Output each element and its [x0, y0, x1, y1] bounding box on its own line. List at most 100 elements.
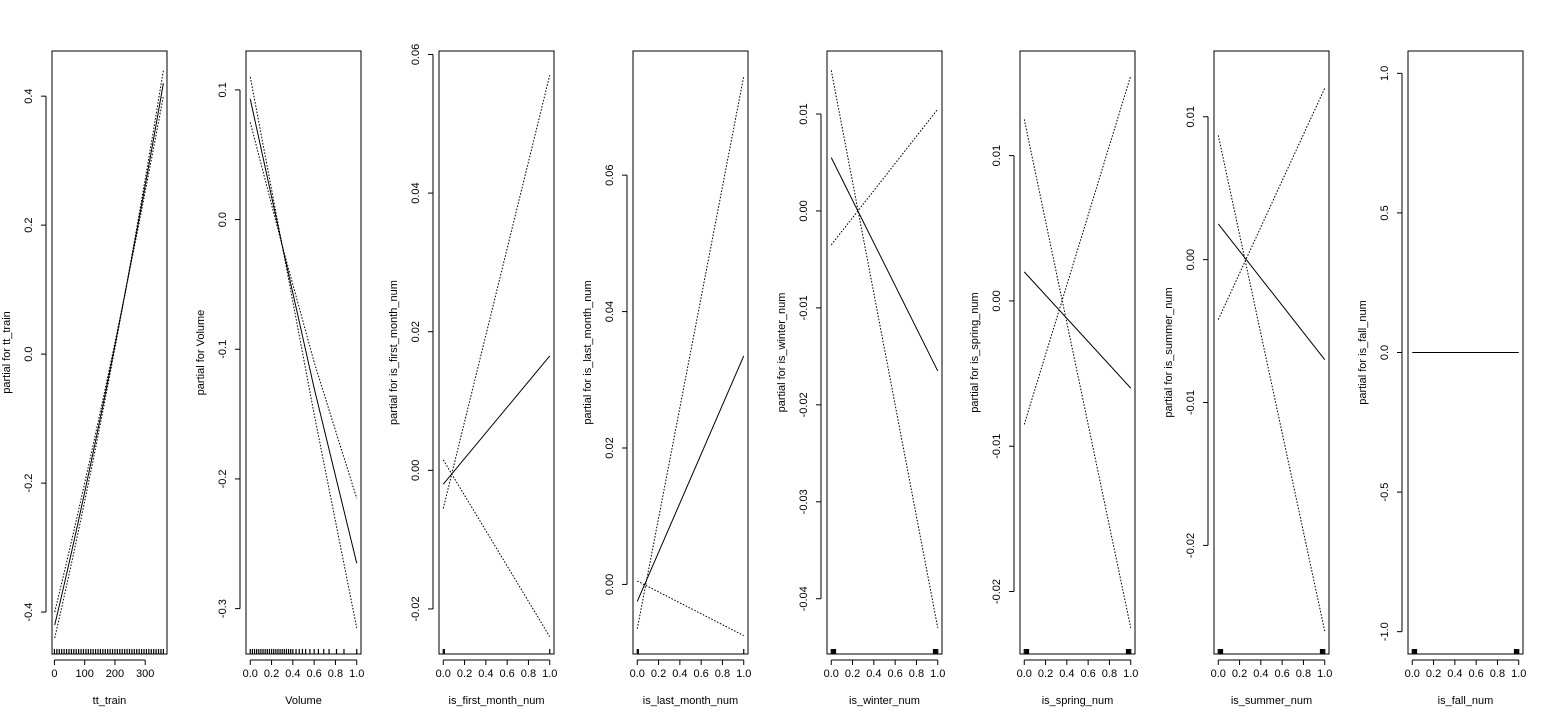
y-tick-label: -0.02: [1185, 533, 1197, 558]
plot-frame: [245, 50, 362, 655]
y-axis-label: partial for is_fall_num: [1357, 300, 1369, 405]
x-tick-label: 1.0: [1511, 668, 1526, 680]
y-tick-label: -0.5: [1379, 483, 1391, 502]
y-tick-label: 1.0: [1379, 66, 1391, 81]
partial-plot-6: 0.0 0.2 0.4 0.6 0.8 1.0 is_spring_num -0.02 -0.0…: [969, 50, 1138, 707]
x-tick-label: 0.8: [1490, 668, 1505, 680]
confidence-band-line: [249, 76, 358, 629]
y-tick-label: 0.2: [23, 217, 35, 232]
x-tick-label: 0.6: [693, 668, 708, 680]
x-axis-label: is_summer_num: [1231, 695, 1312, 707]
x-tick-label: 300: [136, 668, 154, 680]
y-tick-label: -0.01: [991, 434, 1003, 459]
y-tick-label: 0.02: [410, 321, 422, 342]
y-axis-label: partial for is_last_month_num: [582, 280, 594, 424]
x-tick-label: 0.2: [845, 668, 860, 680]
y-tick-label: 0.01: [1185, 106, 1197, 127]
y-tick-label: -1.0: [1379, 622, 1391, 641]
x-tick-label: 200: [106, 668, 124, 680]
y-tick-label: 0.01: [798, 103, 810, 124]
x-tick-label: 0.4: [1253, 668, 1268, 680]
y-axis-label: partial for tt_train: [1, 311, 13, 394]
x-axis-label: tt_train: [93, 695, 127, 707]
fit-line: [442, 355, 551, 485]
y-tick-label: 0.00: [604, 574, 616, 595]
x-axis-label: is_last_month_num: [643, 695, 738, 707]
y-tick-label: 0.00: [410, 460, 422, 481]
y-tick-label: -0.01: [798, 295, 810, 320]
y-tick-label: -0.01: [1185, 390, 1197, 415]
confidence-band-line: [442, 459, 551, 637]
y-axis-label: partial for is_spring_num: [969, 292, 981, 412]
y-tick-label: 0.5: [1379, 205, 1391, 220]
x-tick-label: 0.4: [285, 668, 300, 680]
x-tick-label: 0.4: [1447, 668, 1462, 680]
x-tick-label: 0.4: [1059, 668, 1074, 680]
y-axis-label: partial for is_first_month_num: [388, 280, 400, 425]
y-tick-label: -0.04: [798, 586, 810, 611]
y-tick-label: 0.02: [604, 437, 616, 458]
y-tick-label: -0.4: [23, 603, 35, 622]
plot-frame: [51, 50, 168, 655]
x-tick-label: 0.0: [436, 668, 451, 680]
x-tick-label: 0.4: [478, 668, 493, 680]
x-axis-label: is_fall_num: [1438, 695, 1494, 707]
x-tick-label: 100: [76, 668, 94, 680]
x-tick-label: 0.6: [1274, 668, 1289, 680]
x-tick-label: 1.0: [542, 668, 557, 680]
x-tick-label: 0.0: [1211, 668, 1226, 680]
plot-frame: [632, 50, 749, 655]
x-tick-label: 0.6: [1080, 668, 1095, 680]
confidence-band-line: [637, 580, 744, 637]
y-axis-label: partial for is_winter_num: [776, 293, 788, 413]
plot-frame: [1019, 50, 1136, 655]
x-tick-label: 0.0: [1405, 668, 1420, 680]
confidence-band-line: [830, 70, 939, 628]
x-tick-label: 0.0: [1017, 668, 1032, 680]
x-tick-label: 0: [51, 668, 57, 680]
x-tick-label: 0.4: [866, 668, 881, 680]
partial-plot-7: 0.0 0.2 0.4 0.6 0.8 1.0 is_summer_num -0.02 -0.0…: [1163, 50, 1332, 707]
y-tick-label: 0.00: [991, 290, 1003, 311]
partial-plot-3: 0.0 0.2 0.4 0.6 0.8 1.0 is_first_month_num -0.0…: [388, 44, 557, 707]
confidence-band-line: [1023, 119, 1132, 628]
confidence-band-line: [1217, 87, 1326, 320]
x-tick-label: 0.2: [457, 668, 472, 680]
fit-line: [249, 98, 358, 564]
fit-line: [636, 355, 745, 602]
y-axis-label: partial for is_summer_num: [1163, 287, 1175, 417]
x-tick-label: 0.0: [243, 668, 258, 680]
y-tick-label: -0.3: [217, 599, 229, 618]
confidence-band-line: [54, 96, 164, 613]
x-tick-label: 0.8: [715, 668, 730, 680]
fit-line: [1023, 271, 1132, 389]
x-tick-label: 0.2: [651, 668, 666, 680]
y-tick-label: -0.02: [991, 579, 1003, 604]
confidence-band-line: [249, 122, 358, 499]
plot-frame: [826, 50, 943, 655]
y-tick-label: 0.0: [23, 346, 35, 361]
x-tick-label: 1.0: [736, 668, 751, 680]
partial-plot-8: 0.0 0.2 0.4 0.6 0.8 1.0 is_fall_num -1.0 -0.5 0.0…: [1357, 50, 1526, 707]
y-tick-label: -0.2: [217, 469, 229, 488]
x-tick-label: 0.6: [887, 668, 902, 680]
x-tick-label: 0.0: [630, 668, 645, 680]
y-tick-label: 0.00: [798, 200, 810, 221]
y-tick-label: 0.1: [217, 82, 229, 97]
y-tick-label: 0.01: [991, 145, 1003, 166]
fit-line: [54, 83, 164, 626]
confidence-band-line: [636, 76, 745, 629]
partial-plot-4: 0.0 0.2 0.4 0.6 0.8 1.0 is_last_month_num 0.00 0…: [582, 50, 751, 707]
x-axis-label: is_spring_num: [1042, 695, 1114, 707]
partial-plot-5: 0.0 0.2 0.4 0.6 0.8 1.0 is_winter_num -0.04 -0.0…: [776, 50, 945, 707]
x-tick-label: 0.0: [824, 668, 839, 680]
y-axis-label: partial for Volume: [195, 310, 207, 396]
x-tick-label: 0.8: [1102, 668, 1117, 680]
y-tick-label: -0.2: [23, 474, 35, 493]
x-tick-label: 0.2: [1232, 668, 1247, 680]
plot-frame: [438, 50, 555, 655]
x-tick-label: 1.0: [930, 668, 945, 680]
y-tick-label: 0.04: [604, 301, 616, 322]
x-tick-label: 0.6: [306, 668, 321, 680]
x-tick-label: 0.8: [328, 668, 343, 680]
